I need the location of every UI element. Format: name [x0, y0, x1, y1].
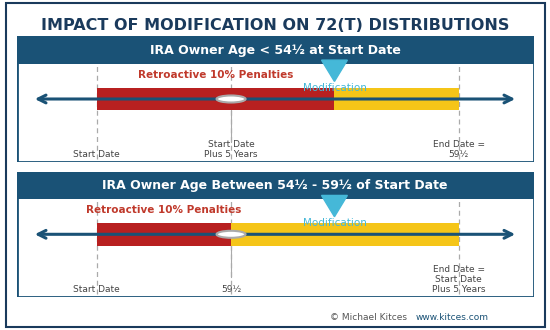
Bar: [97, 88, 459, 110]
Text: IRA Owner Age < 54½ at Start Date: IRA Owner Age < 54½ at Start Date: [150, 44, 400, 56]
Text: © Michael Kitces: © Michael Kitces: [330, 313, 407, 322]
Text: End Date =
Start Date
Plus 5 Years: End Date = Start Date Plus 5 Years: [432, 265, 485, 294]
Circle shape: [217, 231, 245, 238]
Text: IMPACT OF MODIFICATION ON 72(T) DISTRIBUTIONS: IMPACT OF MODIFICATION ON 72(T) DISTRIBU…: [41, 18, 509, 33]
Bar: [97, 88, 334, 110]
Polygon shape: [322, 195, 348, 217]
Text: 59½: 59½: [221, 285, 241, 294]
Text: IRA Owner Age Between 54½ - 59½ of Start Date: IRA Owner Age Between 54½ - 59½ of Start…: [102, 179, 448, 192]
Text: Start Date
Plus 5 Years: Start Date Plus 5 Years: [204, 140, 258, 159]
FancyBboxPatch shape: [16, 172, 534, 199]
Text: Retroactive 10% Penalties: Retroactive 10% Penalties: [86, 206, 241, 215]
Text: End Date =
59½: End Date = 59½: [432, 140, 485, 159]
Bar: [97, 223, 231, 246]
Text: Start Date: Start Date: [73, 150, 120, 159]
Text: www.kitces.com: www.kitces.com: [415, 313, 488, 322]
Text: Retroactive 10% Penalties: Retroactive 10% Penalties: [138, 70, 293, 80]
Text: Start Date: Start Date: [73, 285, 120, 294]
Bar: [97, 223, 459, 246]
FancyBboxPatch shape: [16, 36, 534, 64]
Text: Modification: Modification: [302, 218, 366, 228]
Polygon shape: [322, 60, 348, 82]
Circle shape: [217, 95, 245, 103]
Text: Modification: Modification: [302, 83, 366, 93]
